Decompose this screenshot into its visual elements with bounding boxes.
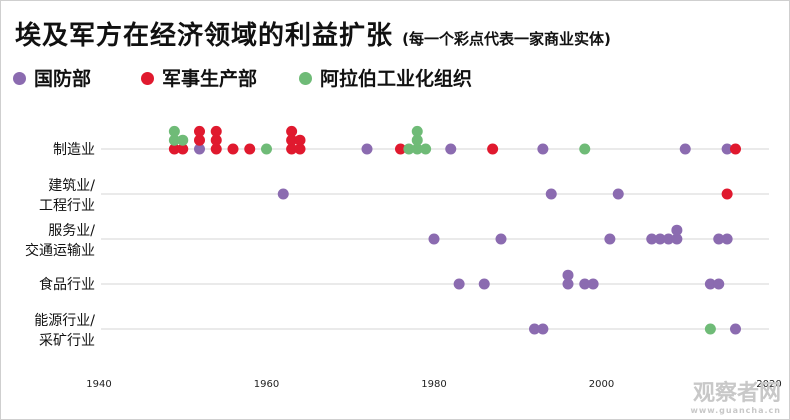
- data-point: [587, 278, 599, 290]
- data-point: [445, 143, 457, 155]
- category-label-line: 服务业/: [48, 223, 95, 239]
- data-point: [713, 278, 725, 290]
- data-point: [428, 233, 440, 245]
- data-point: [453, 278, 465, 290]
- data-point: [286, 143, 298, 155]
- data-point: [671, 224, 683, 236]
- category-label-line: 工程行业: [39, 198, 95, 214]
- data-point: [671, 233, 683, 245]
- category-label-line: 交通运输业: [25, 242, 95, 259]
- data-point: [604, 233, 616, 245]
- category-label: 制造业: [53, 142, 95, 158]
- data-point: [537, 143, 549, 155]
- data-point: [562, 269, 574, 281]
- data-point: [168, 134, 180, 146]
- title-row: 埃及军方在经济领域的利益扩张 (每一个彩点代表一家商业实体): [15, 15, 611, 52]
- data-point: [168, 143, 180, 155]
- category-label: 食品行业: [39, 276, 95, 293]
- data-point: [537, 323, 549, 335]
- data-point: [294, 134, 306, 146]
- data-point: [294, 143, 306, 155]
- data-point: [420, 143, 432, 155]
- data-point: [194, 143, 205, 155]
- data-point: [210, 134, 222, 146]
- data-point: [545, 188, 557, 200]
- category-label-line: 采矿行业: [39, 333, 95, 349]
- data-point: [654, 233, 666, 245]
- x-tick-label: 1960: [254, 379, 279, 390]
- category-label: 服务业/交通运输业: [25, 223, 95, 259]
- data-point: [177, 134, 189, 146]
- data-point: [721, 188, 733, 200]
- data-point: [168, 125, 180, 137]
- data-point: [244, 143, 256, 155]
- data-point: [579, 278, 591, 290]
- legend-label: 阿拉伯工业化组织: [320, 68, 473, 90]
- data-point: [286, 134, 298, 146]
- data-point: [646, 233, 658, 245]
- data-point: [403, 143, 415, 155]
- data-point: [411, 125, 423, 137]
- data-point: [704, 278, 716, 290]
- category-label: 能源行业/采矿行业: [34, 313, 95, 349]
- category-label-line: 制造业: [53, 142, 95, 158]
- legend-label: 军事生产部: [162, 68, 258, 90]
- data-point: [194, 125, 205, 137]
- legend-marker: [13, 72, 26, 85]
- data-point: [612, 188, 624, 200]
- data-point: [721, 143, 733, 155]
- data-point: [721, 233, 733, 245]
- category-label: 建筑业/工程行业: [39, 178, 95, 214]
- x-tick-label: 2020: [756, 379, 781, 390]
- data-point: [529, 323, 540, 335]
- data-point: [411, 143, 423, 155]
- category-label-line: 能源行业/: [34, 313, 95, 329]
- data-point: [286, 125, 298, 137]
- legend-marker: [141, 72, 154, 85]
- data-point: [177, 143, 189, 155]
- x-tick-label: 1940: [86, 379, 111, 390]
- watermark: 观察者网 www.guancha.cn: [690, 383, 781, 415]
- data-point: [495, 233, 507, 245]
- watermark-url: www.guancha.cn: [690, 406, 781, 415]
- data-point: [704, 323, 716, 335]
- data-point: [227, 143, 239, 155]
- data-point: [730, 323, 741, 335]
- data-point: [730, 143, 741, 155]
- x-tick-label: 2000: [589, 379, 614, 390]
- data-point: [395, 143, 406, 155]
- data-point: [194, 134, 205, 146]
- data-point: [210, 143, 222, 155]
- data-point: [679, 143, 691, 155]
- data-point: [411, 134, 423, 146]
- data-point: [261, 143, 272, 155]
- legend-marker: [299, 72, 312, 85]
- data-point: [663, 233, 674, 245]
- category-label-line: 建筑业/: [48, 178, 95, 194]
- data-point: [562, 278, 574, 290]
- data-point: [713, 233, 725, 245]
- chart-title: 埃及军方在经济领域的利益扩张: [15, 21, 394, 51]
- watermark-text: 观察者网: [692, 381, 781, 406]
- data-point: [210, 125, 222, 137]
- data-point: [277, 188, 289, 200]
- chart-subtitle: (每一个彩点代表一家商业实体): [402, 30, 611, 48]
- category-label-line: 食品行业: [39, 276, 95, 293]
- data-point: [361, 143, 373, 155]
- data-point: [487, 143, 499, 155]
- x-tick-label: 1980: [421, 379, 446, 390]
- legend-label: 国防部: [34, 68, 92, 90]
- data-point: [478, 278, 490, 290]
- data-point: [579, 143, 591, 155]
